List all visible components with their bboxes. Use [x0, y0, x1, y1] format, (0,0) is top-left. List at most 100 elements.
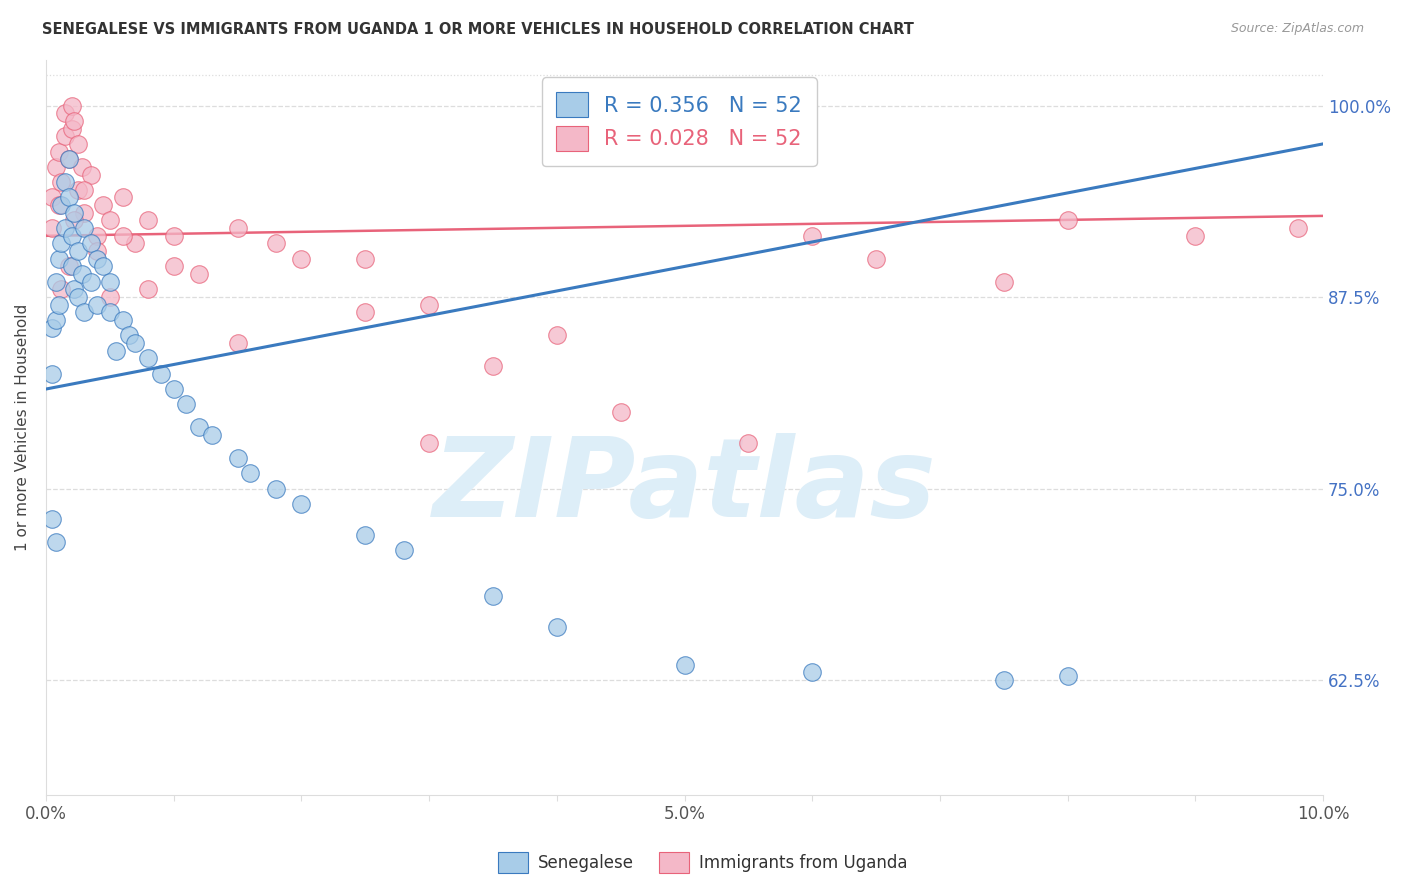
Point — [392, 542, 415, 557]
Point — [63, 213, 86, 227]
Point — [105, 343, 128, 358]
Legend: R = 0.356   N = 52, R = 0.028   N = 52: R = 0.356 N = 52, R = 0.028 N = 52 — [541, 78, 817, 166]
Point — [86, 252, 108, 266]
Point — [53, 221, 76, 235]
Point — [58, 190, 80, 204]
Text: ZIPatlas: ZIPatlas — [433, 433, 936, 540]
Point — [60, 98, 83, 112]
Point — [41, 320, 63, 334]
Point — [290, 497, 312, 511]
Point — [79, 236, 101, 251]
Point — [865, 252, 887, 266]
Point — [124, 336, 146, 351]
Point — [79, 275, 101, 289]
Point — [226, 221, 249, 235]
Point — [163, 260, 186, 274]
Point — [70, 267, 93, 281]
Point — [93, 260, 115, 274]
Point — [73, 206, 96, 220]
Point — [60, 121, 83, 136]
Point — [60, 228, 83, 243]
Point — [66, 244, 89, 259]
Point — [226, 336, 249, 351]
Point — [201, 428, 224, 442]
Point — [176, 397, 198, 411]
Point — [801, 228, 824, 243]
Point — [41, 221, 63, 235]
Point — [51, 175, 73, 189]
Point — [118, 328, 141, 343]
Point — [418, 298, 440, 312]
Point — [993, 275, 1015, 289]
Point — [58, 152, 80, 166]
Point — [60, 260, 83, 274]
Text: Source: ZipAtlas.com: Source: ZipAtlas.com — [1230, 22, 1364, 36]
Point — [45, 160, 67, 174]
Point — [63, 282, 86, 296]
Point — [482, 589, 505, 603]
Point — [51, 236, 73, 251]
Point — [737, 435, 759, 450]
Point — [51, 198, 73, 212]
Point — [136, 351, 159, 366]
Point — [354, 252, 377, 266]
Point — [53, 175, 76, 189]
Point — [45, 535, 67, 549]
Point — [86, 228, 108, 243]
Point — [53, 129, 76, 144]
Point — [1056, 213, 1078, 227]
Point — [418, 435, 440, 450]
Point — [41, 190, 63, 204]
Point — [98, 290, 121, 304]
Point — [482, 359, 505, 373]
Point — [354, 527, 377, 541]
Point — [48, 252, 70, 266]
Point — [66, 183, 89, 197]
Point — [149, 367, 172, 381]
Point — [48, 145, 70, 159]
Point — [98, 305, 121, 319]
Point — [163, 228, 186, 243]
Point — [188, 420, 211, 434]
Point — [264, 482, 287, 496]
Point — [98, 275, 121, 289]
Point — [41, 512, 63, 526]
Point — [63, 114, 86, 128]
Point — [70, 160, 93, 174]
Point — [1056, 668, 1078, 682]
Point — [48, 198, 70, 212]
Point — [111, 228, 134, 243]
Point — [53, 106, 76, 120]
Point — [354, 305, 377, 319]
Point — [226, 450, 249, 465]
Point — [58, 260, 80, 274]
Point — [63, 206, 86, 220]
Point — [73, 183, 96, 197]
Point — [41, 367, 63, 381]
Point — [48, 298, 70, 312]
Point — [546, 328, 568, 343]
Point — [111, 313, 134, 327]
Point — [1184, 228, 1206, 243]
Point — [79, 168, 101, 182]
Point — [673, 657, 696, 672]
Point — [98, 213, 121, 227]
Point — [86, 298, 108, 312]
Point — [45, 313, 67, 327]
Point — [239, 467, 262, 481]
Point — [86, 244, 108, 259]
Point — [290, 252, 312, 266]
Point — [73, 221, 96, 235]
Point — [1286, 221, 1309, 235]
Point — [93, 198, 115, 212]
Point — [801, 665, 824, 680]
Point — [66, 290, 89, 304]
Point — [111, 190, 134, 204]
Point — [136, 282, 159, 296]
Point — [51, 282, 73, 296]
Legend: Senegalese, Immigrants from Uganda: Senegalese, Immigrants from Uganda — [492, 846, 914, 880]
Point — [124, 236, 146, 251]
Point — [264, 236, 287, 251]
Point — [188, 267, 211, 281]
Text: SENEGALESE VS IMMIGRANTS FROM UGANDA 1 OR MORE VEHICLES IN HOUSEHOLD CORRELATION: SENEGALESE VS IMMIGRANTS FROM UGANDA 1 O… — [42, 22, 914, 37]
